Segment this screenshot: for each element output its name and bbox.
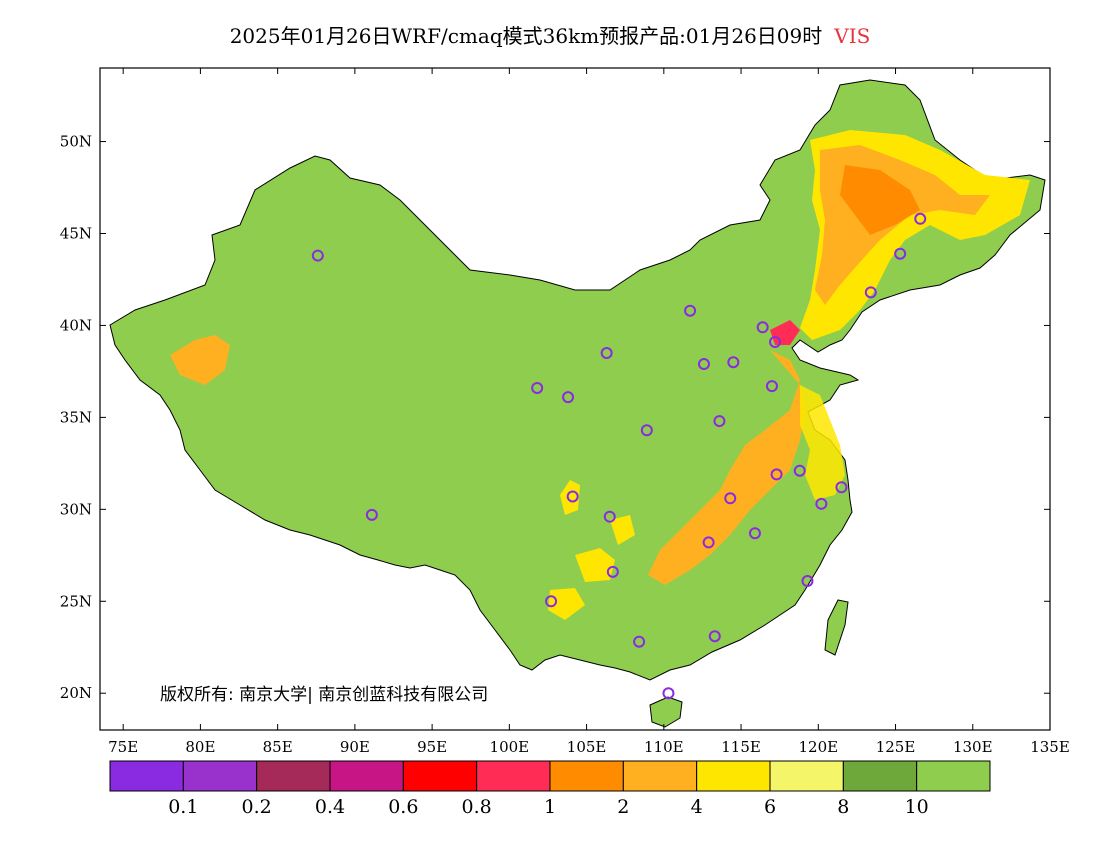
city-markers — [311, 212, 927, 700]
vis-band-sw-2 — [575, 548, 615, 582]
lon-tick-label: 110E — [644, 738, 684, 756]
city-marker — [603, 510, 616, 523]
city-marker — [684, 304, 697, 317]
variable-label: VIS — [834, 24, 871, 48]
colorbar-label: 2 — [617, 796, 629, 818]
title-text: 2025年01月26日WRF/cmaq模式36km预报产品:01月26日09时 — [229, 24, 823, 48]
lat-tick-label: 45N — [60, 225, 92, 243]
city-marker — [765, 380, 778, 393]
lat-tick-label: 50N — [60, 133, 92, 151]
vis-band-1 — [770, 320, 800, 345]
colorbar-swatch — [622, 760, 698, 792]
colorbar-label: 0.1 — [168, 796, 198, 818]
copyright-text: 版权所有: 南京大学| 南京创蓝科技有限公司 — [160, 685, 489, 705]
colorbar-label: 4 — [691, 796, 703, 818]
lon-tick-label: 75E — [108, 738, 138, 756]
longitude-axis: 75E 80E 85E 90E 95E 100E 105E 110E 115E 120E 125E 1… — [108, 68, 1070, 756]
city-marker — [801, 575, 814, 588]
city-marker — [724, 492, 737, 505]
city-marker — [793, 464, 806, 477]
city-marker — [702, 536, 715, 549]
city-marker — [365, 508, 378, 521]
colorbar-label: 10 — [905, 796, 929, 818]
lat-tick-label: 35N — [60, 408, 92, 426]
city-marker — [566, 490, 579, 503]
lon-tick-label: 130E — [953, 738, 993, 756]
map-title: 2025年01月26日WRF/cmaq模式36km预报产品:01月26日09时 V… — [0, 20, 1100, 49]
colorbar-label: 6 — [764, 796, 776, 818]
colorbar-swatch — [329, 760, 404, 792]
city-marker — [662, 687, 675, 700]
lat-tick-label: 30N — [60, 500, 92, 518]
city-marker — [633, 635, 646, 648]
city-marker — [713, 415, 726, 428]
lat-tick-label: 40N — [60, 316, 92, 334]
city-marker — [835, 481, 848, 494]
lat-tick-label: 20N — [60, 684, 92, 702]
hainan-island — [649, 696, 683, 728]
city-marker — [748, 527, 761, 540]
map-frame — [99, 67, 1051, 731]
city-marker — [545, 595, 558, 608]
city-marker — [727, 356, 740, 369]
lon-tick-label: 115E — [721, 738, 761, 756]
city-marker — [914, 212, 927, 225]
colorbar-swatch — [769, 760, 844, 792]
city-marker — [562, 391, 575, 404]
colorbar-swatch — [256, 760, 331, 792]
city-marker — [640, 424, 653, 437]
city-marker — [697, 358, 710, 371]
vis-band-sw-3 — [548, 588, 585, 620]
city-marker — [864, 286, 877, 299]
vis-band-2 — [840, 165, 920, 235]
colorbar-labels: 0.1 0.2 0.4 0.6 0.8 1 2 4 6 8 10 — [168, 796, 929, 818]
colorbar-swatch — [696, 760, 771, 792]
city-marker — [600, 347, 613, 360]
lon-tick-label: 80E — [185, 738, 215, 756]
lon-tick-label: 125E — [876, 738, 916, 756]
city-marker — [769, 335, 782, 348]
vis-band-6-plain — [800, 385, 845, 500]
city-marker — [756, 321, 769, 334]
colorbar-label: 0.4 — [315, 796, 345, 818]
vis-band-xinjiang — [170, 335, 230, 385]
colorbar-swatch — [109, 760, 184, 792]
lon-tick-label: 105E — [567, 738, 607, 756]
city-marker — [815, 497, 828, 510]
colorbar — [109, 760, 991, 792]
colorbar-label: 0.8 — [462, 796, 492, 818]
lon-tick-label: 85E — [263, 738, 293, 756]
colorbar-swatch — [182, 760, 258, 792]
colorbar-swatch — [549, 760, 624, 792]
colorbar-swatch — [916, 760, 991, 792]
vis-band-sw-1 — [560, 480, 580, 515]
colorbar-label: 1 — [544, 796, 556, 818]
colorbar-swatch — [402, 760, 478, 792]
taiwan-island — [824, 599, 849, 656]
lon-tick-label: 135E — [1030, 738, 1070, 756]
latitude-axis: 20N 25N 30N 35N 40N 45N 50N — [60, 133, 1050, 702]
lon-tick-label: 120E — [798, 738, 838, 756]
city-marker — [708, 630, 721, 643]
colorbar-swatch — [476, 760, 551, 792]
lat-tick-label: 25N — [60, 592, 92, 610]
vis-band-4-plain — [648, 350, 805, 585]
city-marker — [531, 381, 544, 394]
city-marker — [770, 468, 783, 481]
vis-band-sw-4 — [610, 515, 635, 545]
lon-tick-label: 90E — [340, 738, 370, 756]
lon-tick-label: 100E — [490, 738, 530, 756]
colorbar-label: 8 — [837, 796, 849, 818]
city-marker — [311, 249, 324, 262]
china-landmass — [109, 79, 1046, 681]
city-marker — [894, 247, 907, 260]
colorbar-label: 0.2 — [242, 796, 272, 818]
city-marker — [606, 565, 619, 578]
lon-tick-label: 95E — [417, 738, 447, 756]
colorbar-swatch — [842, 760, 918, 792]
colorbar-label: 0.6 — [388, 796, 418, 818]
